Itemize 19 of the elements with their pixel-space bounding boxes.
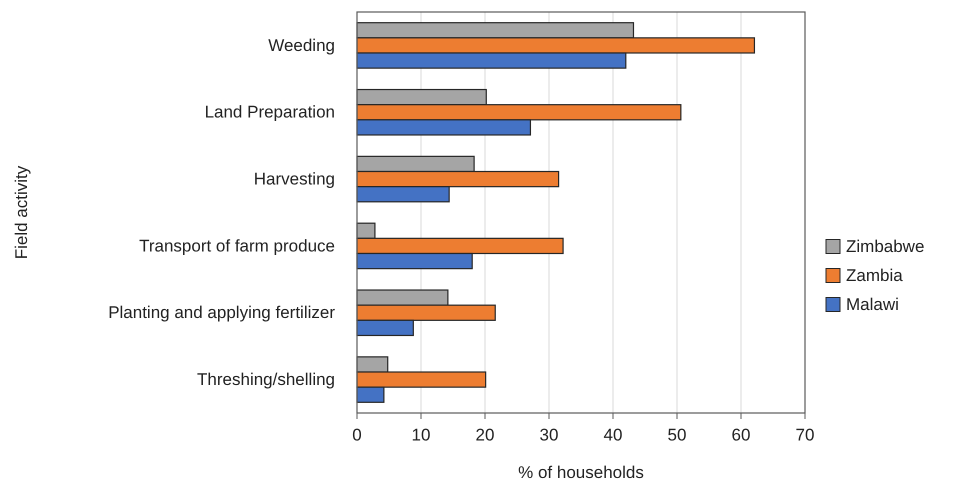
x-tick-label: 20 [476, 426, 494, 445]
x-tick-label: 70 [796, 426, 814, 445]
x-tick-label: 10 [412, 426, 430, 445]
y-tick-label: Weeding [268, 36, 335, 55]
x-tick-label: 50 [668, 426, 686, 445]
y-tick-label: Threshing/shelling [197, 370, 335, 390]
x-tick-label: 40 [604, 426, 622, 445]
legend-label: Zimbabwe [846, 237, 924, 256]
x-tick-label: 30 [540, 426, 558, 445]
x-tick-label: 60 [732, 426, 750, 445]
y-tick-label: Land Preparation [204, 102, 335, 122]
legend-label: Malawi [846, 295, 899, 314]
x-axis-title: % of households [518, 463, 644, 482]
y-tick-label: Transport of farm produce [139, 236, 335, 256]
legend-label: Zambia [846, 266, 904, 285]
x-tick-label: 0 [352, 426, 362, 445]
y-axis-title: Field activity [12, 165, 31, 260]
y-tick-label: Planting and applying fertilizer [108, 303, 336, 322]
y-tick-label: Harvesting [254, 170, 335, 189]
